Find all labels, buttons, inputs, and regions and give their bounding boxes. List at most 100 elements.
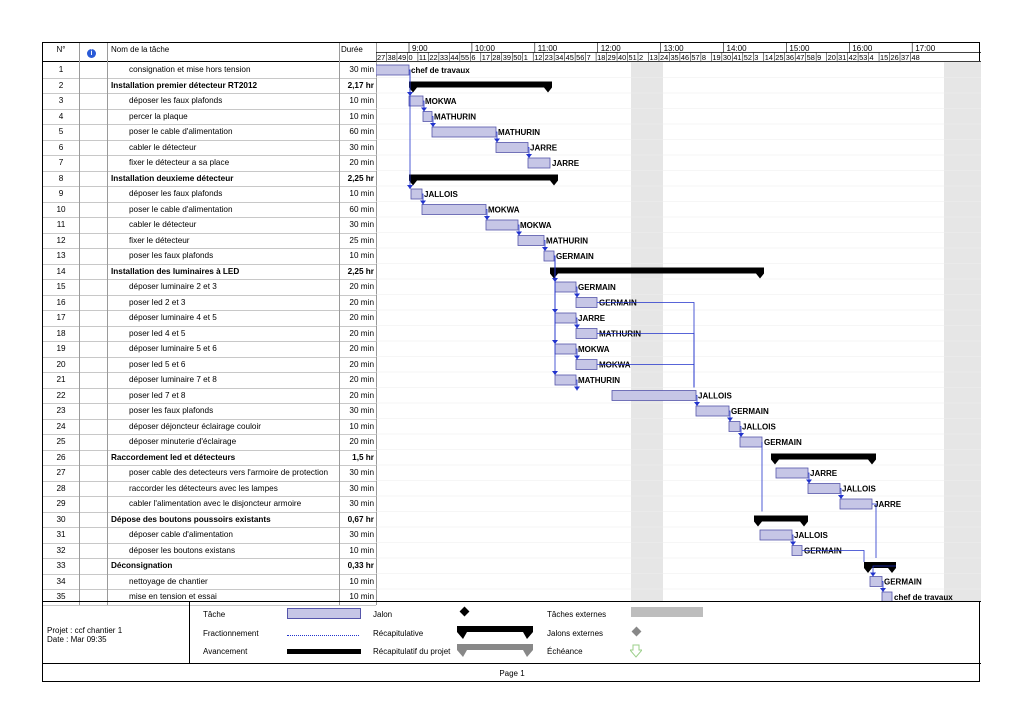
task-name[interactable]: nettoyage de chantier xyxy=(129,576,208,586)
task-name[interactable]: poser le cable d'alimentation xyxy=(129,204,233,214)
task-duration[interactable]: 10 min xyxy=(349,96,374,105)
summary-bar[interactable] xyxy=(754,515,808,527)
task-id[interactable]: 4 xyxy=(58,111,64,121)
task-duration[interactable]: 60 min xyxy=(349,204,374,214)
task-id[interactable]: 14 xyxy=(56,266,66,276)
task-bar[interactable]: chef de travaux xyxy=(376,64,470,76)
task-name[interactable]: consignation et mise hors tension xyxy=(129,65,251,74)
task-duration[interactable]: 0,33 hr xyxy=(347,561,374,570)
task-id[interactable]: 28 xyxy=(56,483,66,493)
task-bar[interactable]: GERMAIN xyxy=(543,250,594,262)
task-duration[interactable]: 30 min xyxy=(349,483,374,493)
task-name[interactable]: poser led 7 et 8 xyxy=(129,390,186,400)
task-id[interactable]: 27 xyxy=(56,468,66,477)
task-duration[interactable]: 10 min xyxy=(349,189,374,198)
task-name[interactable]: déposer minuterie d'éclairage xyxy=(129,437,237,446)
task-id[interactable]: 8 xyxy=(58,173,64,183)
task-duration[interactable]: 20 min xyxy=(349,390,374,400)
task-bar[interactable]: JALLOIS xyxy=(807,483,876,494)
task-bar[interactable]: JALLOIS xyxy=(611,390,732,401)
task-name[interactable]: déposer luminaire 5 et 6 xyxy=(129,344,217,353)
task-name[interactable]: déposer luminaire 2 et 3 xyxy=(129,282,217,291)
task-duration[interactable]: 20 min xyxy=(349,344,374,353)
task-bar[interactable]: JARRE xyxy=(554,312,606,324)
task-name[interactable]: Installation premier détecteur RT2012 xyxy=(111,80,258,90)
task-id[interactable]: 19 xyxy=(56,344,66,353)
task-duration[interactable]: 20 min xyxy=(349,328,374,338)
task-id[interactable]: 11 xyxy=(56,220,66,229)
task-duration[interactable]: 30 min xyxy=(349,220,374,229)
task-duration[interactable]: 30 min xyxy=(349,142,374,152)
col-duration-header[interactable]: Durée xyxy=(339,43,376,62)
task-name[interactable]: poser led 4 et 5 xyxy=(129,328,186,338)
task-duration[interactable]: 10 min xyxy=(349,576,374,586)
task-name[interactable]: déposer les boutons existans xyxy=(129,545,236,555)
task-id[interactable]: 25 xyxy=(56,437,66,446)
task-bar[interactable]: MOKWA xyxy=(408,95,457,107)
task-bar[interactable]: MOKWA xyxy=(554,343,610,355)
task-duration[interactable]: 30 min xyxy=(349,406,374,415)
task-id[interactable]: 21 xyxy=(56,375,66,384)
task-id[interactable]: 31 xyxy=(56,530,66,539)
task-bar[interactable]: JARRE xyxy=(775,467,838,479)
task-duration[interactable]: 20 min xyxy=(349,313,374,322)
task-duration[interactable]: 20 min xyxy=(349,375,374,384)
task-id[interactable]: 26 xyxy=(56,452,66,462)
task-bar[interactable]: GERMAIN xyxy=(739,436,802,448)
task-bar[interactable]: JARRE xyxy=(527,157,580,169)
task-bar[interactable]: MATHURIN xyxy=(517,235,588,246)
task-bar[interactable]: MATHURIN xyxy=(554,374,620,386)
task-bar[interactable]: GERMAIN xyxy=(695,405,769,417)
task-id[interactable]: 29 xyxy=(56,499,66,508)
task-id[interactable]: 22 xyxy=(56,390,66,400)
task-duration[interactable]: 20 min xyxy=(349,297,374,307)
task-id[interactable]: 7 xyxy=(58,158,64,167)
task-duration[interactable]: 1,5 hr xyxy=(352,452,374,462)
task-name[interactable]: raccorder les détecteurs avec les lampes xyxy=(129,483,278,493)
task-id[interactable]: 18 xyxy=(56,328,66,338)
task-name[interactable]: cabler l'alimentation avec le disjoncteu… xyxy=(129,499,302,508)
summary-bar[interactable] xyxy=(409,174,558,186)
task-name[interactable]: cabler le détecteur xyxy=(129,220,197,229)
task-id[interactable]: 2 xyxy=(58,80,64,90)
task-duration[interactable]: 0,67 hr xyxy=(347,514,374,524)
task-name[interactable]: Dépose des boutons poussoirs existants xyxy=(111,514,271,524)
task-bar[interactable]: JALLOIS xyxy=(728,421,776,432)
summary-bar[interactable] xyxy=(550,267,764,279)
task-bar[interactable]: JARRE xyxy=(495,142,558,153)
task-name[interactable]: poser led 2 et 3 xyxy=(129,297,186,307)
summary-bar[interactable] xyxy=(771,453,876,465)
task-id[interactable]: 9 xyxy=(58,189,64,198)
task-duration[interactable]: 60 min xyxy=(349,127,374,136)
task-duration[interactable]: 2,25 hr xyxy=(347,173,374,183)
task-duration[interactable]: 10 min xyxy=(349,545,374,555)
task-name[interactable]: poser les faux plafonds xyxy=(129,406,214,415)
summary-bar[interactable] xyxy=(409,81,552,93)
task-id[interactable]: 33 xyxy=(56,561,66,570)
task-duration[interactable]: 30 min xyxy=(349,530,374,539)
task-bar[interactable]: GERMAIN xyxy=(869,576,922,587)
task-id[interactable]: 20 xyxy=(56,359,66,369)
task-id[interactable]: 15 xyxy=(56,282,66,291)
task-id[interactable]: 1 xyxy=(58,65,64,74)
task-name[interactable]: déposer luminaire 4 et 5 xyxy=(129,313,217,322)
task-name[interactable]: déposer les faux plafonds xyxy=(129,96,223,105)
task-name[interactable]: déposer cable d'alimentation xyxy=(129,530,233,539)
task-bar[interactable]: JARRE xyxy=(839,498,902,510)
task-duration[interactable]: 2,25 hr xyxy=(347,266,374,276)
task-name[interactable]: poser led 5 et 6 xyxy=(129,359,186,369)
task-id[interactable]: 23 xyxy=(56,406,66,415)
task-bar[interactable]: chef de travaux xyxy=(881,591,953,601)
task-id[interactable]: 35 xyxy=(56,592,66,601)
task-duration[interactable]: 30 min xyxy=(349,65,374,74)
task-name[interactable]: poser cable des detecteurs vers l'armoir… xyxy=(129,468,329,477)
task-bar[interactable]: JALLOIS xyxy=(410,188,458,200)
task-bar[interactable]: JALLOIS xyxy=(759,529,828,541)
task-duration[interactable]: 10 min xyxy=(349,111,374,121)
col-name-header[interactable]: Nom de la tâche xyxy=(107,43,339,62)
task-duration[interactable]: 25 min xyxy=(349,235,374,245)
task-name[interactable]: Raccordement led et détecteurs xyxy=(111,452,236,462)
task-bar[interactable]: MATHURIN xyxy=(431,126,540,138)
summary-bar[interactable] xyxy=(864,562,896,573)
col-info-header[interactable]: i xyxy=(79,43,107,62)
